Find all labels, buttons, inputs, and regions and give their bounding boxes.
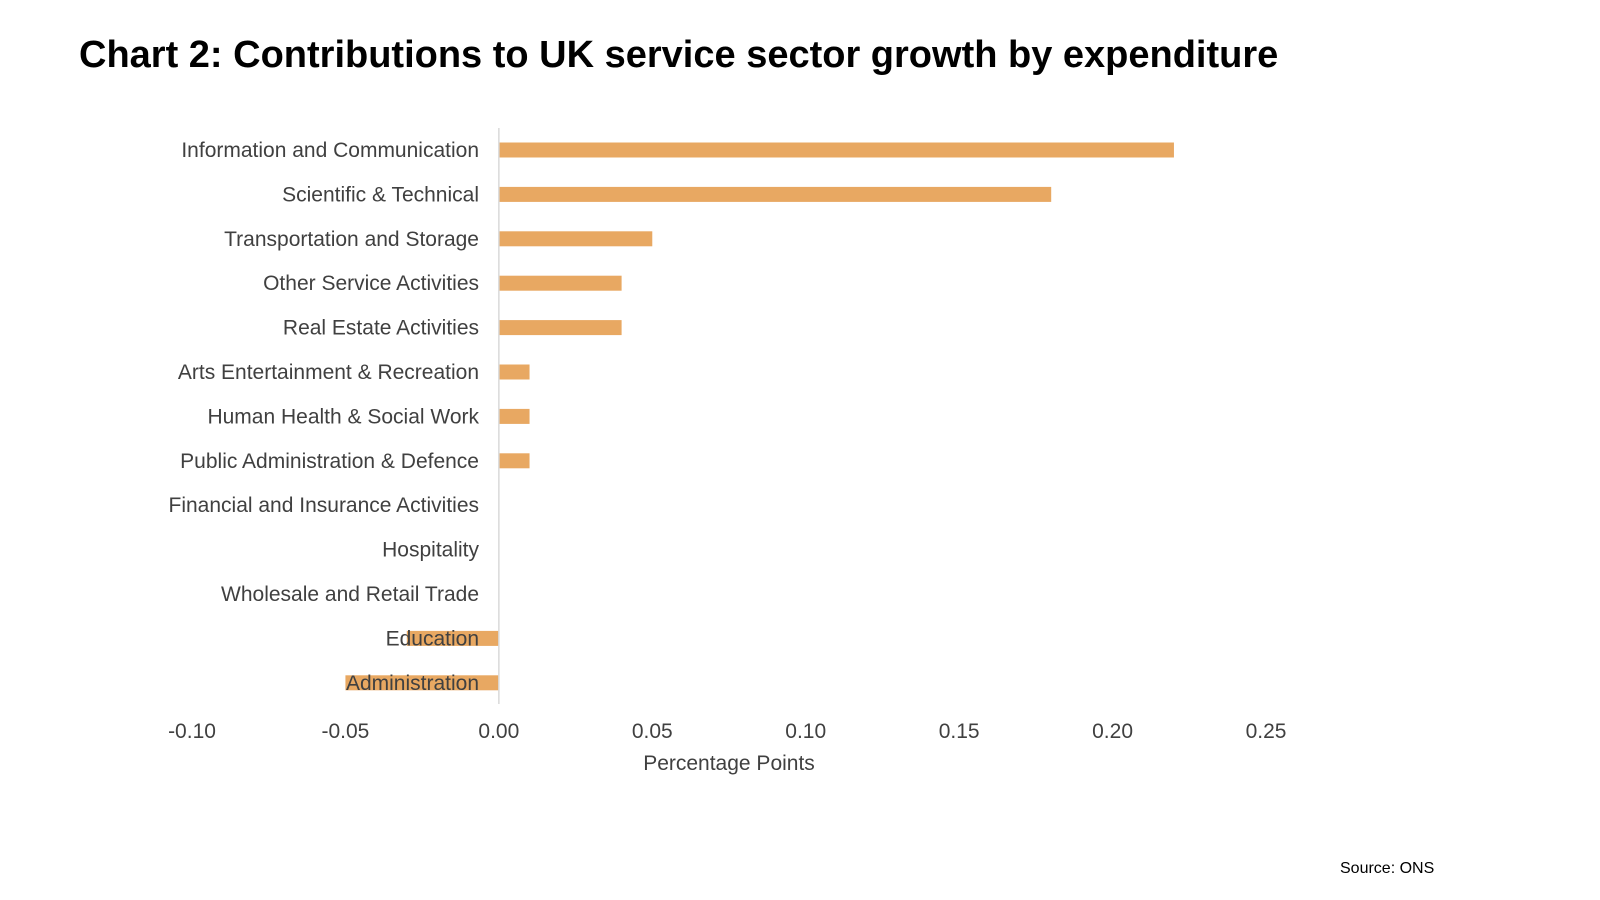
category-label: Education — [386, 627, 479, 650]
bar — [498, 408, 530, 424]
bar — [498, 320, 622, 336]
x-tick-label: -0.05 — [321, 720, 369, 743]
bar — [345, 675, 499, 691]
x-tick-labels: -0.10 -0.05 0.00 0.05 0.10 0.15 0.20 0.25 — [168, 720, 1286, 743]
bar — [498, 142, 1174, 158]
bar — [498, 453, 530, 469]
category-labels: Information and Communication Scientific … — [169, 139, 480, 695]
bar — [498, 364, 530, 380]
category-label: Public Administration & Defence — [180, 450, 479, 473]
bar — [406, 630, 499, 646]
category-label: Information and Communication — [181, 139, 479, 162]
category-label: Wholesale and Retail Trade — [221, 583, 479, 606]
category-label: Other Service Activities — [263, 272, 479, 295]
bar — [498, 275, 622, 291]
category-label: Scientific & Technical — [282, 183, 479, 206]
bars-group — [345, 142, 1174, 691]
bar — [498, 231, 653, 247]
category-label: Human Health & Social Work — [207, 405, 479, 428]
x-tick-label: 0.10 — [785, 720, 826, 743]
x-tick-label: 0.25 — [1246, 720, 1287, 743]
x-tick-label: 0.20 — [1092, 720, 1133, 743]
category-label: Arts Entertainment & Recreation — [178, 361, 479, 384]
category-label: Transportation and Storage — [224, 228, 479, 251]
category-label: Hospitality — [382, 539, 479, 562]
x-tick-label: 0.00 — [478, 720, 519, 743]
x-axis-title: Percentage Points — [643, 752, 815, 775]
category-label: Administration — [346, 672, 479, 695]
bar — [498, 186, 1052, 202]
category-label: Financial and Insurance Activities — [169, 494, 480, 517]
chart-title: Chart 2: Contributions to UK service sec… — [79, 34, 1279, 76]
source-note: Source: ONS — [1340, 860, 1435, 877]
x-tick-label: 0.15 — [939, 720, 980, 743]
category-label: Real Estate Activities — [283, 317, 479, 340]
x-tick-label: 0.05 — [632, 720, 673, 743]
x-tick-label: -0.10 — [168, 720, 216, 743]
